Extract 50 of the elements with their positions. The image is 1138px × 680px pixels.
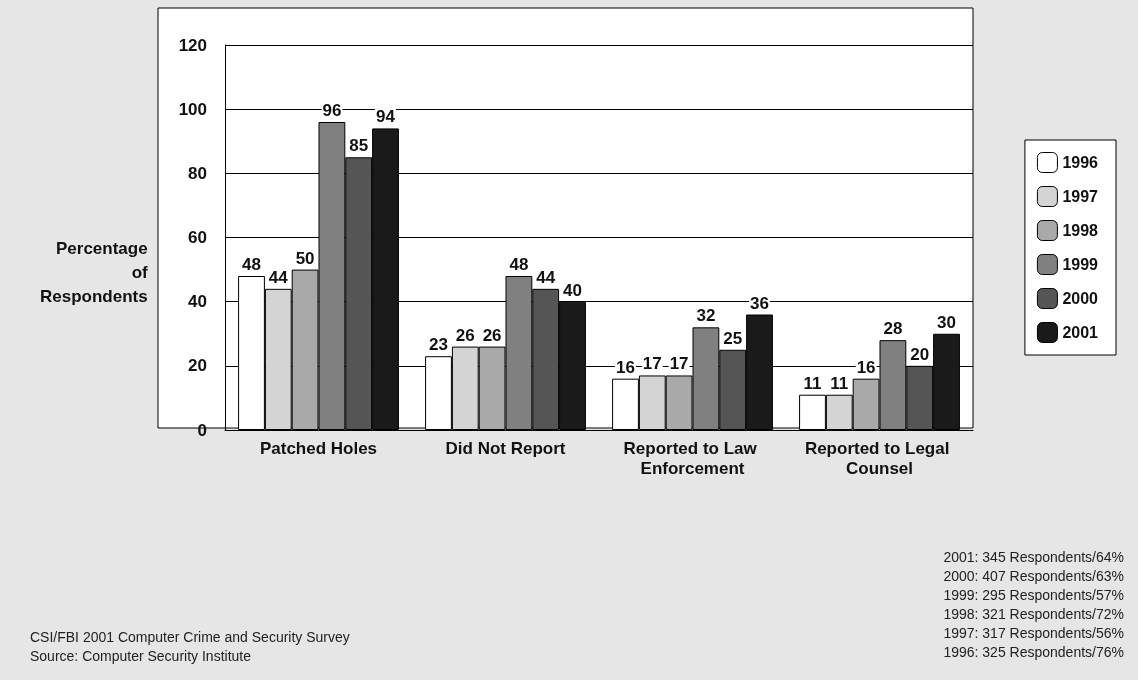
legend-label: 1997 — [1062, 188, 1099, 205]
y-tick-label: 120 — [178, 35, 207, 55]
data-label: 44 — [536, 267, 556, 287]
data-label: 25 — [723, 328, 743, 348]
data-label: 20 — [910, 344, 930, 364]
data-label: 44 — [268, 267, 289, 287]
y-tick-label: 100 — [178, 99, 207, 119]
data-label: 50 — [295, 248, 315, 268]
text: 1999: 295 Respondents/57% — [943, 587, 1124, 603]
data-label: 94 — [376, 107, 396, 127]
x-tick-label: Patched Holes — [259, 438, 378, 458]
y-tick-label: 0 — [197, 420, 207, 440]
y-tick-label: 60 — [188, 228, 207, 247]
data-label: 11 — [803, 373, 822, 393]
legend-label: 2000 — [1062, 290, 1099, 307]
data-label: 32 — [696, 306, 716, 326]
y-tick-label: 20 — [188, 356, 207, 376]
data-label: 96 — [322, 101, 342, 120]
data-label: 85 — [349, 136, 369, 156]
text: 2001: 345 Respondents/64% — [943, 549, 1124, 565]
y-tick-label: 40 — [188, 292, 207, 312]
y-tick-label: 80 — [188, 163, 207, 183]
data-label: 16 — [616, 357, 635, 377]
data-label: 40 — [563, 280, 582, 300]
data-label: 17 — [669, 354, 689, 374]
text: 1997: 317 Respondents/56% — [943, 625, 1124, 641]
data-label: 26 — [455, 325, 475, 345]
data-label: 36 — [750, 293, 769, 313]
data-label: 48 — [509, 255, 529, 274]
text: 1998: 321 Respondents/72% — [943, 606, 1124, 622]
source-note: Source: Computer Security Institute — [30, 648, 252, 664]
x-tick-label: Did Not Report — [445, 438, 566, 458]
legend-label: 1998 — [1062, 222, 1099, 239]
x-tick-label: Reported to Law Enforcement — [623, 438, 762, 478]
data-label: 16 — [856, 357, 876, 377]
data-label: 17 — [642, 354, 662, 374]
legend-label: 1999 — [1062, 256, 1099, 273]
data-label: 11 — [830, 373, 849, 393]
data-label: 48 — [242, 255, 261, 274]
text: 2000: 407 Respondents/63% — [943, 568, 1124, 584]
y-axis-title: Percentage of Respondents — [39, 238, 149, 306]
data-label: 28 — [883, 319, 903, 339]
text: 1996: 325 Respondents/76% — [943, 644, 1124, 660]
text: CSI/FBI 2001 Computer Crime and Security Survey — [30, 629, 350, 645]
data-label: 23 — [429, 335, 448, 355]
legend-label: 2001 — [1062, 324, 1099, 341]
x-tick-label: Reported to Legal Counsel — [804, 438, 955, 478]
legend-label: 1996 — [1062, 154, 1099, 171]
data-label: 26 — [482, 325, 502, 345]
data-label: 30 — [937, 312, 956, 332]
